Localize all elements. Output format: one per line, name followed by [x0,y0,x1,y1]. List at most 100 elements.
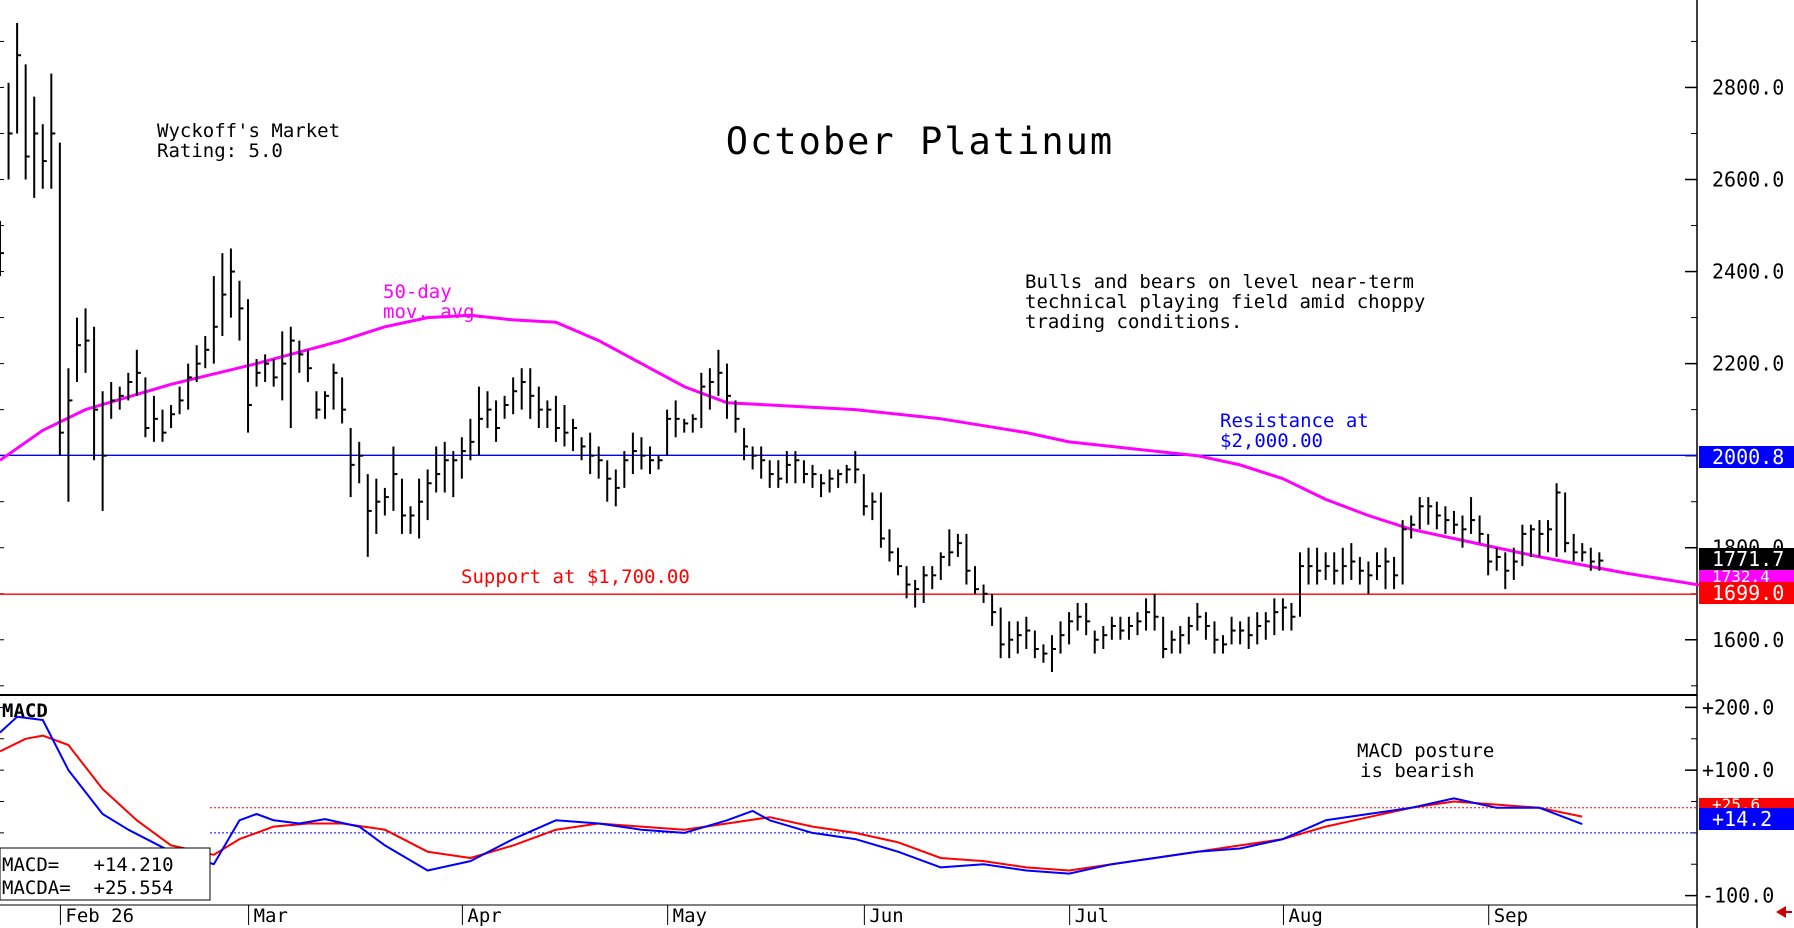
ohlc-bar [383,487,389,516]
ohlc-bar [16,23,22,134]
ohlc-bar [1564,492,1570,553]
ohlc-bar [777,460,783,488]
ma-price-label: 1732.4 [1699,567,1794,586]
rating-text-line-2: Rating: 5.0 [157,140,283,162]
ohlc-bar [1401,520,1407,585]
ohlc-bar [1444,506,1450,534]
ohlc-bar [1504,552,1510,590]
x-tick-label: Jun [869,905,903,927]
ohlc-bar [1470,497,1476,534]
ohlc-bar [606,460,612,502]
macd-series-line-macd [0,715,1583,875]
ohlc-bar [332,363,338,410]
ohlc-bar [811,464,817,488]
ohlc-bar [1598,552,1604,571]
macd-readout-line-1: MACD= +14.210 [2,854,174,876]
ohlc-bar [366,474,372,557]
last-price-label: 1771.7 [1699,547,1794,571]
ohlc-bar [1316,547,1322,585]
scroll-left-arrow-icon[interactable] [1776,906,1786,918]
ohlc-bar [341,377,347,424]
ohlc-bar [247,299,253,433]
ohlc-bar [1247,616,1253,649]
ohlc-bar [1555,483,1561,557]
moving-average [0,313,1794,593]
ohlc-bar [1478,515,1484,544]
ohlc-bar [554,395,560,442]
ohlc-bar [649,446,654,475]
ohlc-bar [956,533,962,557]
ohlc-bar [409,506,415,534]
ohlc-bar [264,354,270,383]
ohlc-bar [50,73,56,189]
ohlc-bar [580,437,586,461]
macd-readout-line-2: MACDA= +25.554 [2,877,174,899]
ohlc-bar [0,220,4,277]
ohlc-bar [1153,593,1159,631]
macd-y-ticks: -100.0 +100.0 +200.0 [0,695,1774,908]
ohlc-bar [1059,621,1065,654]
ohlc-bar [33,96,39,198]
moving-average-line [0,313,1794,593]
ohlc-bar [135,349,141,396]
ohlc-bar [1547,520,1553,553]
support-annotation: Support at $1,700.00 [461,566,690,588]
ohlc-bar [306,349,312,383]
svg-text:1732.4: 1732.4 [1712,567,1770,586]
ohlc-bar [477,386,483,456]
ohlc-bar [589,432,595,475]
ma-label-line-1: 50-day [383,281,452,303]
ohlc-bar [1264,612,1270,640]
ohlc-bar [572,418,578,452]
ohlc-bar [1418,497,1424,530]
ohlc-bar [1341,547,1347,585]
svg-text:1699.0: 1699.0 [1712,581,1784,605]
ohlc-bar [1033,630,1039,659]
ohlc-bar [1222,635,1228,654]
ohlc-bar [974,566,979,594]
macd-value-label: +14.2 [1699,807,1794,831]
ohlc-bar [948,529,954,567]
ohlc-bar [161,409,167,442]
ohlc-bar [597,446,603,479]
ohlc-bar [229,248,235,318]
ohlc-bar [725,363,731,419]
ohlc-bar [289,326,295,429]
chart-title: October Platinum [726,120,1114,163]
ohlc-bar [1230,616,1236,645]
ohlc-bar [24,64,30,180]
ohlc-bar [127,372,133,401]
ohlc-bar [1358,556,1364,585]
ohlc-bar [854,451,860,484]
ohlc-bar [1213,621,1219,654]
y-tick-label: 2600.0 [1712,168,1784,192]
ohlc-bar [93,326,99,461]
ohlc-bar [1461,515,1467,548]
ohlc-bar [1085,602,1091,636]
ohlc-bar [152,395,158,442]
ohlc-bar [238,280,244,341]
ohlc-bar [1393,556,1399,590]
ohlc-bar [939,552,945,580]
ohlc-bar [631,432,637,475]
ohlc-bar [1350,543,1356,580]
ohlc-bar [794,451,800,484]
ohlc-bar [520,368,526,410]
macd-y-tick-label: +100.0 [1702,758,1774,782]
svg-text:+14.2: +14.2 [1712,807,1772,831]
ohlc-bar [1025,616,1031,649]
ohlc-bar [281,331,287,401]
y-tick-label: 2400.0 [1712,260,1784,284]
ohlc-bar [802,460,808,484]
ohlc-bar [272,359,278,387]
ohlc-bar [879,492,885,548]
ohlc-bar [1452,510,1458,534]
rating-text-line-1: Wyckoff's Market [157,120,340,142]
commentary-line-3: trading conditions. [1025,311,1242,333]
ohlc-bar [1290,602,1296,631]
commentary-line-1: Bulls and bears on level near-term [1025,271,1414,293]
ohlc-bar [178,386,184,415]
ohlc-bar [1307,547,1313,585]
